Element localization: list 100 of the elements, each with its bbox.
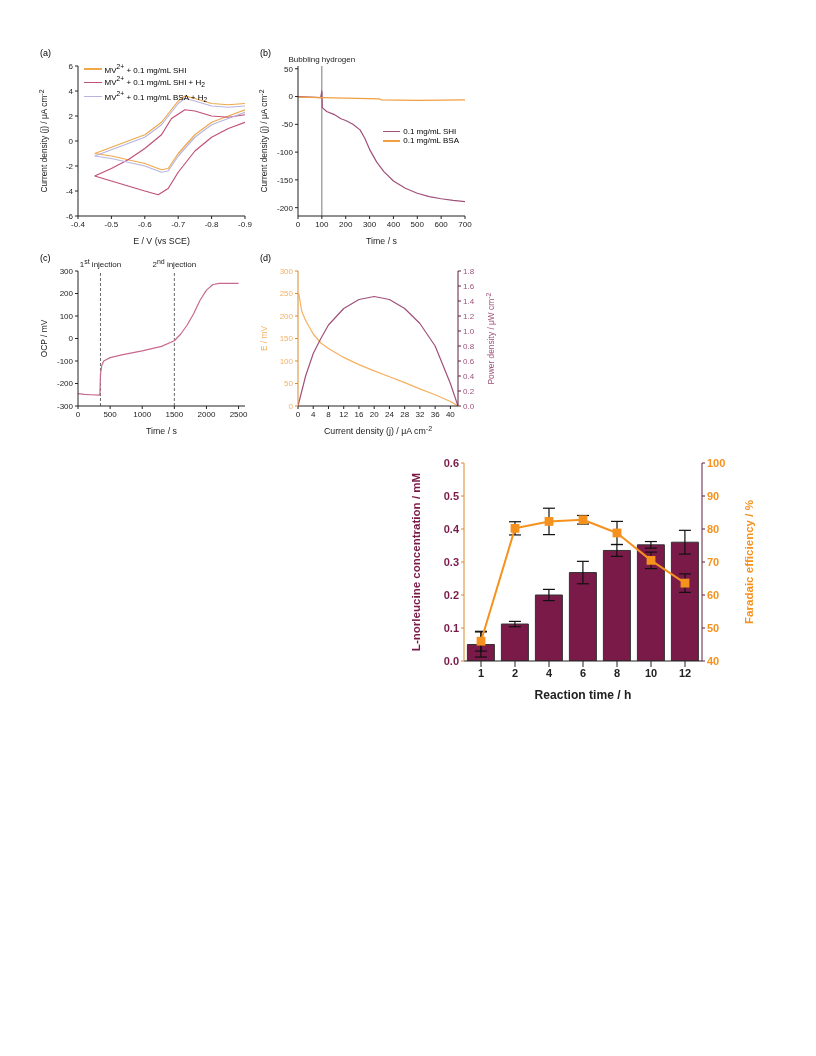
x-tick-label: 0 bbox=[295, 219, 301, 229]
y-tick-label: 300 bbox=[59, 266, 74, 276]
x-tick-label: 24 bbox=[384, 409, 395, 419]
y-tick-label: 250 bbox=[279, 289, 294, 299]
y2-tick-label: 80 bbox=[707, 522, 720, 535]
y-tick-label: 0.5 bbox=[443, 489, 459, 502]
x-tick-label: 12 bbox=[339, 409, 349, 419]
y-tick-label: 50 bbox=[284, 64, 294, 74]
y-tick-label: 150 bbox=[279, 334, 294, 344]
y2-tick-label: 100 bbox=[707, 456, 726, 469]
y-tick-label: 200 bbox=[279, 311, 294, 321]
y-tick-label: 4 bbox=[68, 86, 74, 96]
x-tick-label: 32 bbox=[415, 409, 425, 419]
y-tick-label: -4 bbox=[65, 186, 74, 196]
ref-line-label: 2$^{nd}$ injection bbox=[152, 257, 197, 269]
y-tick-label: 50 bbox=[284, 379, 294, 389]
bar bbox=[534, 594, 563, 661]
y-tick-label: 0.6 bbox=[443, 456, 459, 469]
ref-line-label: Bubbling hydrogen bbox=[288, 55, 356, 64]
legend-label: MV$^{2+}$ + 0.1 mg/mL BSA + H$_{2}$ bbox=[104, 89, 208, 104]
x-axis-title: Reaction time / h bbox=[534, 688, 632, 702]
x-tick-label: 0 bbox=[75, 409, 81, 419]
chart-title: (d) bbox=[260, 253, 271, 263]
y2-tick-label: 0.0 bbox=[463, 401, 475, 411]
x-tick-label: 500 bbox=[410, 219, 425, 229]
point bbox=[476, 636, 486, 646]
line-series bbox=[78, 282, 240, 396]
legend-label: 0.1 mg/mL SHI bbox=[403, 126, 457, 137]
y-tick-label: -100 bbox=[276, 147, 294, 157]
x-tick-label: 1000 bbox=[133, 409, 152, 419]
bar bbox=[636, 544, 665, 661]
y2-tick-label: 0.8 bbox=[463, 341, 475, 351]
x-axis-title: E / V (vs SCE) bbox=[133, 236, 190, 246]
y-tick-label: -50 bbox=[281, 120, 294, 130]
y2-tick-label: 1.6 bbox=[463, 281, 475, 291]
y2-tick-label: 0.2 bbox=[463, 386, 475, 396]
y-tick-label: -200 bbox=[276, 203, 294, 213]
y2-tick-label: 60 bbox=[707, 588, 720, 601]
y-tick-label: -6 bbox=[65, 211, 74, 221]
y-tick-label: 0.4 bbox=[443, 522, 460, 535]
y2-tick-label: 0.6 bbox=[463, 356, 475, 366]
x-tick-label: 4 bbox=[545, 666, 553, 679]
x-tick-label: 600 bbox=[434, 219, 449, 229]
x-tick-label: 16 bbox=[354, 409, 364, 419]
y-tick-label: 0 bbox=[68, 136, 74, 146]
y2-tick-label: 1.0 bbox=[463, 326, 475, 336]
y-tick-label: 300 bbox=[279, 266, 294, 276]
x-tick-label: 100 bbox=[315, 219, 330, 229]
x-tick-label: 400 bbox=[386, 219, 401, 229]
x-tick-label: 300 bbox=[362, 219, 377, 229]
y-tick-label: -300 bbox=[56, 401, 74, 411]
chart-title: (c) bbox=[40, 253, 51, 263]
x-tick-label: 6 bbox=[579, 666, 587, 679]
y-tick-label: 0.2 bbox=[443, 588, 459, 601]
y-tick-label: -150 bbox=[276, 175, 294, 185]
y-tick-label: 0.0 bbox=[443, 654, 459, 667]
y-tick-label: 2 bbox=[68, 111, 74, 121]
y2-tick-label: 1.4 bbox=[463, 296, 475, 306]
y-tick-label: 0 bbox=[288, 401, 294, 411]
point bbox=[680, 578, 690, 588]
y2-axis-title: Faradaic efficiency / % bbox=[742, 500, 755, 624]
x-axis-title: Time / s bbox=[146, 426, 178, 436]
y-tick-label: 0.3 bbox=[443, 555, 459, 568]
x-tick-label: 1500 bbox=[165, 409, 184, 419]
y-tick-label: 0.1 bbox=[443, 621, 459, 634]
x-tick-label: 10 bbox=[644, 666, 658, 679]
point bbox=[646, 555, 656, 565]
y-tick-label: 6 bbox=[68, 61, 74, 71]
y2-tick-label: 0.4 bbox=[463, 371, 475, 381]
x-tick-label: -0.6 bbox=[137, 219, 153, 229]
x-tick-label: 1 bbox=[477, 666, 485, 679]
x-tick-label: -0.4 bbox=[71, 219, 86, 229]
x-tick-label: 8 bbox=[326, 409, 332, 419]
x-tick-label: 2000 bbox=[197, 409, 216, 419]
y-tick-label: 200 bbox=[59, 289, 74, 299]
y2-tick-label: 50 bbox=[707, 621, 720, 634]
x-tick-label: 36 bbox=[430, 409, 441, 419]
x-axis-title: Current density (j) / μA cm$^{-2}$ bbox=[323, 424, 433, 436]
bar bbox=[568, 572, 597, 661]
y-tick-label: 0 bbox=[288, 92, 294, 102]
x-tick-label: 28 bbox=[400, 409, 410, 419]
y-tick-label: -100 bbox=[56, 356, 74, 366]
line-series bbox=[298, 90, 465, 203]
x-tick-label: -0.7 bbox=[171, 219, 186, 229]
x-tick-label: 40 bbox=[445, 409, 456, 419]
y-axis-title: E / mV bbox=[259, 325, 270, 352]
bar bbox=[602, 549, 631, 661]
y-tick-label: -200 bbox=[56, 379, 74, 389]
y2-tick-label: 1.2 bbox=[463, 311, 475, 321]
y-tick-label: -2 bbox=[65, 161, 74, 171]
x-tick-label: 4 bbox=[311, 409, 317, 419]
x-axis-title: Time / s bbox=[366, 236, 398, 246]
y-tick-label: 100 bbox=[59, 311, 74, 321]
y2-tick-label: 70 bbox=[707, 555, 720, 568]
x-tick-label: -0.8 bbox=[204, 219, 220, 229]
x-tick-label: 2500 bbox=[229, 409, 249, 419]
x-tick-label: 500 bbox=[103, 409, 118, 419]
chart-title: (b) bbox=[260, 48, 271, 58]
y2-tick-label: 1.8 bbox=[463, 266, 475, 276]
y2-tick-label: 90 bbox=[707, 489, 720, 502]
